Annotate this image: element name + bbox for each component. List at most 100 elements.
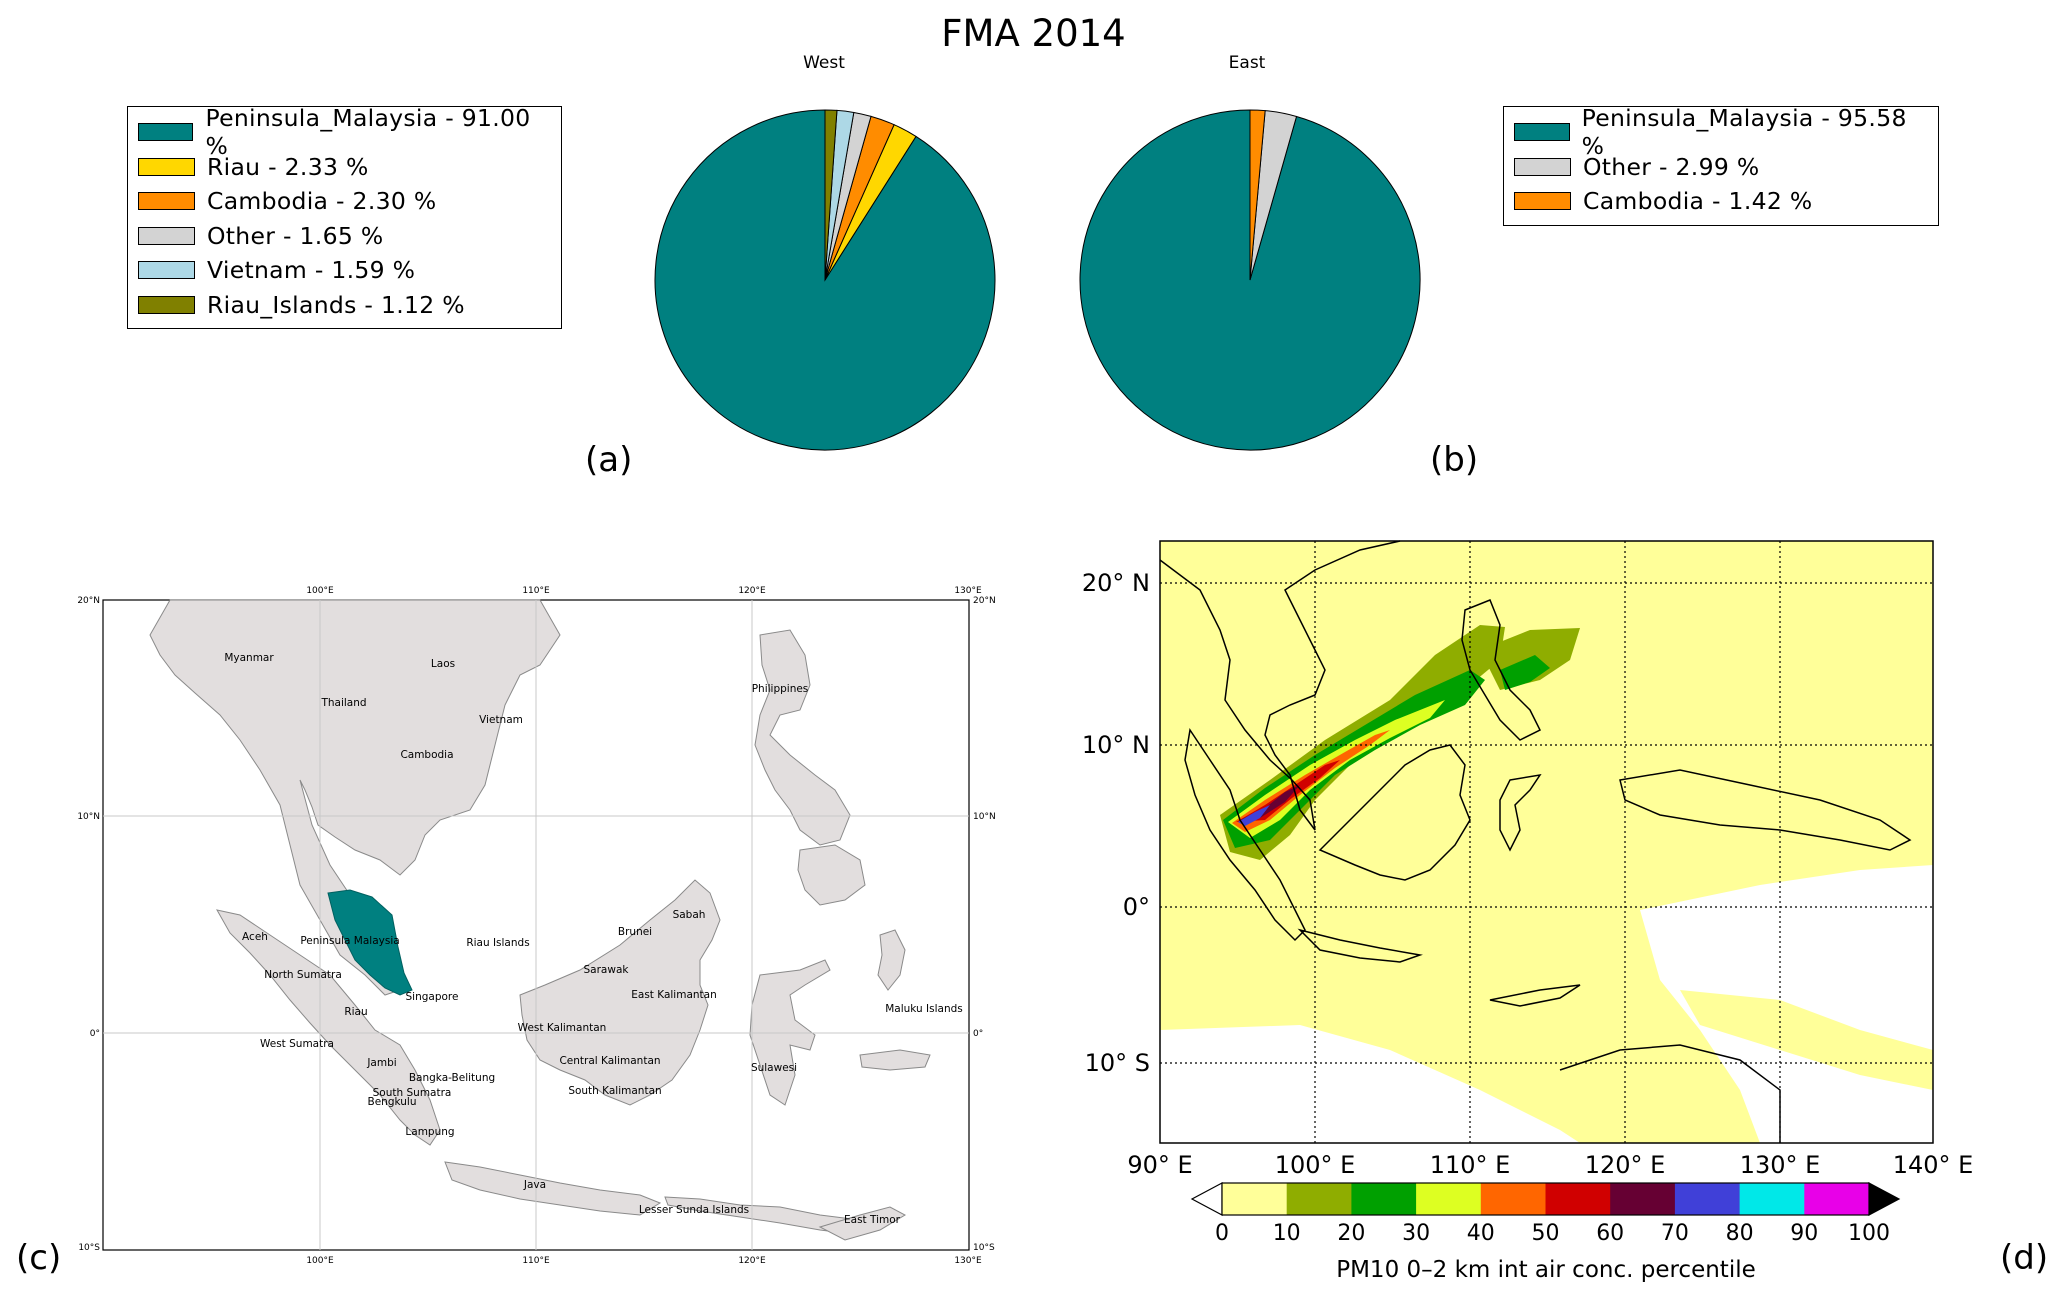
colorbar-tick-label: 70: [1661, 1221, 1689, 1246]
legend-label: Cambodia - 2.30 %: [207, 187, 437, 216]
colorbar-bin: [1416, 1183, 1482, 1215]
lat-tick-label: 10°N: [973, 812, 996, 822]
region-label: Sulawesi: [751, 1062, 797, 1074]
pm10-white-area: [1160, 1025, 1580, 1143]
region-map: 100°E 100°E 110°E 110°E 120°E 120°E 130°E 130°E…: [77, 586, 996, 1266]
map-land: [149, 599, 931, 1241]
pie-west-title: West: [803, 53, 845, 73]
colorbar-tick-label: 60: [1596, 1221, 1624, 1246]
map-lon-ticks: 100°E 100°E 110°E 110°E 120°E 120°E 130°E 130°E: [306, 586, 982, 1266]
colorbar-bin: [1351, 1183, 1417, 1215]
region-label: Sabah: [673, 909, 706, 921]
pm10-coastlines: [1159, 540, 1912, 1143]
pie-west: [654, 109, 996, 451]
legend-label: Vietnam - 1.59 %: [207, 256, 416, 285]
legend-label: Cambodia - 1.42 %: [1583, 187, 1813, 216]
lon-tick-label: 110°E: [522, 586, 550, 596]
legend-item: Riau - 2.33 %: [138, 150, 551, 185]
lat-tick-label: 10° S: [1085, 1049, 1150, 1077]
plume-blue: [1238, 805, 1270, 826]
coast-java: [1297, 928, 1423, 963]
java-landmass: [444, 1161, 662, 1216]
region-label: Sarawak: [584, 964, 630, 976]
pie-slice-riau-islands: [824, 109, 838, 281]
lat-tick-label: 20°N: [973, 596, 996, 606]
legend-item: Other - 2.99 %: [1514, 150, 1928, 185]
legend-label: Peninsula_Malaysia - 91.00 %: [205, 104, 531, 161]
region-label: East Timor: [844, 1214, 901, 1226]
lat-tick-label: 10°S: [78, 1243, 100, 1253]
panel-label-a: (a): [585, 440, 633, 480]
region-label: Maluku Islands: [885, 1003, 963, 1015]
pm10-yellow-streak: [1680, 990, 1933, 1090]
region-label: South Kalimantan: [568, 1085, 661, 1097]
lon-tick-label: 140° E: [1893, 1151, 1974, 1179]
colorbar-tick-label: 0: [1215, 1221, 1229, 1246]
colorbar-bin: [1480, 1183, 1546, 1215]
colorbar-tick-label: 100: [1848, 1221, 1890, 1246]
colorbar-bin: [1286, 1183, 1352, 1215]
pie-east: [1079, 109, 1421, 451]
region-label: West Sumatra: [260, 1038, 334, 1050]
coast-australia: [1559, 1044, 1781, 1143]
lon-tick-label: 120° E: [1585, 1151, 1666, 1179]
lon-tick-label: 100° E: [1275, 1151, 1356, 1179]
region-label: Bangka-Belitung: [409, 1072, 495, 1084]
coast-mainland: [1159, 540, 1401, 831]
colorbar-bin: [1674, 1183, 1741, 1215]
colorbar-tick-label: 10: [1273, 1221, 1301, 1246]
legend-swatch: [1514, 192, 1571, 211]
pie-slice-cambodia: [1249, 109, 1266, 281]
colorbar-bin: [1545, 1183, 1611, 1215]
pm10-map: 90° E 100° E 110° E 120° E 130° E 140° E 20° …: [1082, 540, 1973, 1283]
region-label: Singapore: [406, 991, 459, 1003]
region-label: East Kalimantan: [631, 989, 717, 1001]
colorbar-tick-label: 80: [1726, 1221, 1754, 1246]
region-label: Peninsula Malaysia: [300, 935, 399, 947]
pie-slice-peninsula-malaysia: [654, 109, 996, 451]
colorbar-label: PM10 0–2 km int air conc. percentile: [1336, 1257, 1756, 1283]
lon-tick-label: 100°E: [306, 586, 334, 596]
pm10-frame: [1159, 540, 1934, 1144]
lon-tick-label: 100°E: [306, 1256, 334, 1266]
coast-timor: [1489, 984, 1581, 1007]
legend-swatch: [138, 261, 195, 280]
coast-borneo: [1318, 744, 1471, 881]
lat-tick-label: 0°: [90, 1029, 100, 1039]
colorbar-bin: [1739, 1183, 1805, 1215]
legend-swatch: [138, 295, 195, 314]
legend-swatch: [1514, 123, 1570, 142]
colorbar-over-arrow: [1868, 1182, 1901, 1216]
timor-landmass: [818, 1206, 907, 1241]
pm10-gridlines: [1160, 541, 1933, 1143]
region-label: Brunei: [618, 926, 652, 938]
lat-tick-label: 20°N: [77, 596, 100, 606]
lon-tick-label: 110° E: [1430, 1151, 1511, 1179]
region-label: South Sumatra: [373, 1087, 452, 1099]
lon-tick-label: 130° E: [1740, 1151, 1821, 1179]
legend-label: Other - 1.65 %: [207, 221, 384, 250]
lon-tick-label: 90° E: [1127, 1151, 1192, 1179]
lat-tick-label: 10° N: [1082, 731, 1150, 759]
legend-swatch: [138, 157, 195, 176]
colorbar-tick-label: 50: [1532, 1221, 1560, 1246]
philippines-landmass: [754, 629, 851, 846]
region-label: Jambi: [366, 1057, 396, 1069]
region-label: Vietnam: [479, 714, 523, 726]
region-label: Aceh: [242, 931, 268, 943]
lon-tick-label: 130°E: [954, 586, 982, 596]
colorbar-tick-label: 30: [1402, 1221, 1430, 1246]
lat-tick-label: 10°N: [77, 812, 100, 822]
legend-item: Vietnam - 1.59 %: [138, 253, 551, 288]
colorbar-bin: [1804, 1183, 1870, 1215]
legend-item: Peninsula_Malaysia - 91.00 %: [138, 104, 551, 160]
pm10-lon-ticks: 90° E 100° E 110° E 120° E 130° E 140° E: [1127, 1151, 1973, 1179]
mainland-landmass: [149, 599, 561, 996]
region-label: Lesser Sunda Islands: [639, 1204, 749, 1216]
panel-label-b: (b): [1430, 440, 1479, 480]
colorbar-tick-label: 40: [1467, 1221, 1495, 1246]
colorbar-tick-label: 90: [1790, 1221, 1818, 1246]
region-label: Thailand: [320, 697, 366, 709]
coast-sulawesi: [1499, 773, 1542, 852]
lat-tick-label: 0°: [1123, 893, 1150, 921]
